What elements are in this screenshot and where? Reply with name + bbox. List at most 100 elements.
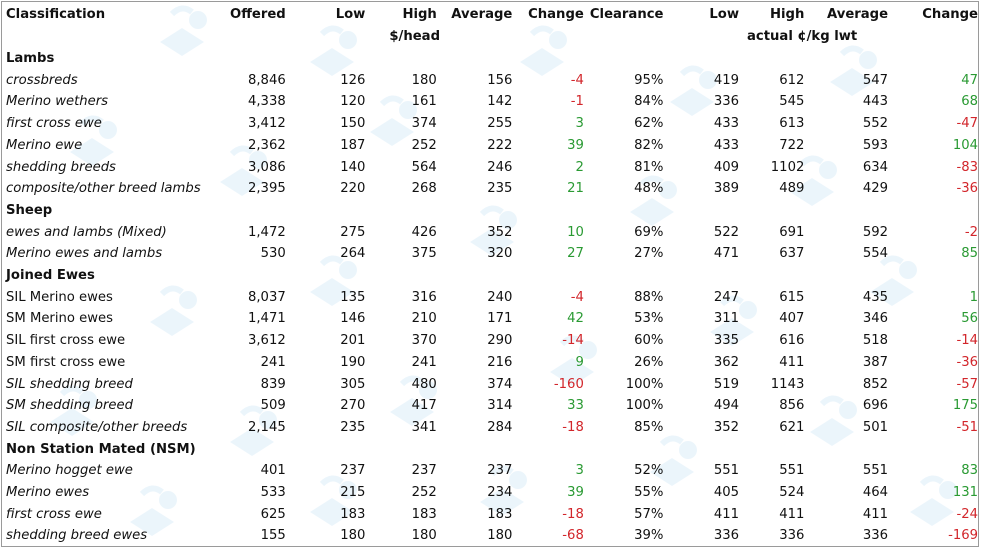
change-cell: -14 [562, 333, 584, 349]
kg-change-cell: -83 [956, 159, 978, 175]
kg-high-cell: 613 [779, 116, 805, 132]
kg-average-cell: 592 [862, 224, 889, 240]
classification-cell: SIL composite/other breeds [6, 419, 188, 435]
kg-average-cell: 551 [862, 463, 889, 479]
table-row: Merino ewe 2,362 187 252 222 39 82% 433 722 593 10… [6, 135, 978, 157]
high-cell: 252 [411, 137, 437, 153]
kg-average-cell: 429 [862, 181, 889, 197]
kg-change-cell: -24 [956, 506, 978, 522]
offered-cell: 241 [260, 354, 286, 370]
change-cell: -4 [570, 72, 584, 88]
change-cell: 39 [567, 485, 584, 501]
kg-average-cell: 696 [862, 398, 889, 414]
table-row: SIL shedding breed 839 305 480 374 -160 100% 51… [6, 374, 978, 396]
clearance-cell: 52% [634, 463, 664, 479]
change-cell: -4 [570, 289, 584, 305]
kg-change-cell: -14 [956, 333, 978, 349]
kg-low-cell: 405 [713, 485, 740, 501]
kg-change-cell: -2 [964, 224, 978, 240]
change-cell: 3 [575, 463, 584, 479]
kg-high-cell: 411 [779, 354, 805, 370]
classification-cell: SM first cross ewe [6, 354, 126, 370]
offered-cell: 533 [260, 485, 286, 501]
clearance-cell: 48% [634, 181, 664, 197]
low-cell: 275 [340, 224, 366, 240]
average-cell: 374 [487, 376, 513, 392]
kg-average-cell: 387 [862, 354, 889, 370]
classification-cell: first cross ewe [6, 116, 102, 132]
kg-low-cell: 471 [713, 246, 740, 262]
kg-average-cell: 443 [862, 94, 889, 110]
kg-low-cell: 311 [713, 311, 740, 327]
average-cell: 142 [487, 94, 513, 110]
section-header-row: Joined Ewes [6, 265, 978, 287]
classification-cell: SIL Merino ewes [6, 289, 113, 305]
offered-cell: 839 [260, 376, 286, 392]
low-cell: 187 [340, 137, 366, 153]
low-cell: 270 [340, 398, 366, 414]
table-row: Merino ewes 533 215 252 234 39 55% 405 524 464 131 [6, 482, 978, 504]
kg-change-cell: 47 [961, 72, 978, 88]
unit-row: $/head actual ¢/kg lwt [6, 26, 978, 48]
table-row: Merino wethers 4,338 120 161 142 -1 84% 336 545 4… [6, 91, 978, 113]
kg-change-cell: 104 [952, 137, 978, 153]
table-row: shedding breed ewes 155 180 180 180 -68 39% 336… [6, 525, 978, 546]
change-cell: 27 [567, 246, 584, 262]
change-cell: -160 [553, 376, 584, 392]
average-cell: 284 [487, 419, 513, 435]
clearance-cell: 55% [634, 485, 664, 501]
clearance-cell: 53% [634, 311, 664, 327]
kg-average-cell: 411 [862, 506, 889, 522]
average-cell: 183 [487, 506, 513, 522]
clearance-cell: 62% [634, 116, 664, 132]
kg-average-cell: 464 [862, 485, 889, 501]
kg-high-cell: 1143 [770, 376, 805, 392]
high-cell: 370 [411, 333, 437, 349]
average-cell: 156 [487, 72, 513, 88]
high-cell: 180 [411, 528, 437, 544]
offered-cell: 2,145 [247, 419, 286, 435]
average-cell: 171 [487, 311, 513, 327]
high-cell: 241 [411, 354, 437, 370]
average-cell: 255 [487, 116, 513, 132]
low-cell: 146 [340, 311, 366, 327]
col-header-clearance: Clearance [589, 7, 664, 23]
section-header-row: Non Station Mated (NSM) [6, 439, 978, 461]
kg-low-cell: 522 [713, 224, 740, 240]
table-row: first cross ewe 625 183 183 183 -18 57% 411 411 4… [6, 504, 978, 526]
high-cell: 375 [411, 246, 437, 262]
kg-high-cell: 411 [779, 506, 805, 522]
clearance-cell: 100% [625, 376, 664, 392]
average-cell: 290 [487, 333, 513, 349]
average-cell: 180 [487, 528, 513, 544]
kg-low-cell: 433 [713, 137, 740, 153]
offered-cell: 3,612 [247, 333, 286, 349]
kg-average-cell: 518 [862, 333, 889, 349]
table-row: SM shedding breed 509 270 417 314 33 100% 494 85… [6, 395, 978, 417]
clearance-cell: 81% [634, 159, 664, 175]
kg-low-cell: 419 [713, 72, 740, 88]
kg-change-cell: -36 [956, 354, 978, 370]
offered-cell: 1,471 [247, 311, 286, 327]
change-cell: -68 [562, 528, 584, 544]
kg-change-cell: -57 [956, 376, 978, 392]
col-header-offered: Offered [230, 7, 286, 23]
classification-cell: Merino wethers [6, 94, 109, 110]
classification-cell: composite/other breed lambs [6, 181, 201, 197]
kg-low-cell: 494 [713, 398, 740, 414]
clearance-cell: 39% [634, 528, 664, 544]
average-cell: 240 [487, 289, 513, 305]
high-cell: 341 [411, 419, 437, 435]
change-cell: 2 [575, 159, 584, 175]
unit-per-kg: actual ¢/kg lwt [747, 29, 858, 45]
kg-average-cell: 634 [862, 159, 889, 175]
low-cell: 305 [340, 376, 366, 392]
kg-low-cell: 389 [713, 181, 740, 197]
clearance-cell: 95% [634, 72, 664, 88]
classification-cell: SM Merino ewes [6, 311, 114, 327]
classification-cell: shedding breed ewes [6, 528, 148, 544]
high-cell: 426 [411, 224, 437, 240]
low-cell: 215 [340, 485, 366, 501]
low-cell: 264 [340, 246, 366, 262]
